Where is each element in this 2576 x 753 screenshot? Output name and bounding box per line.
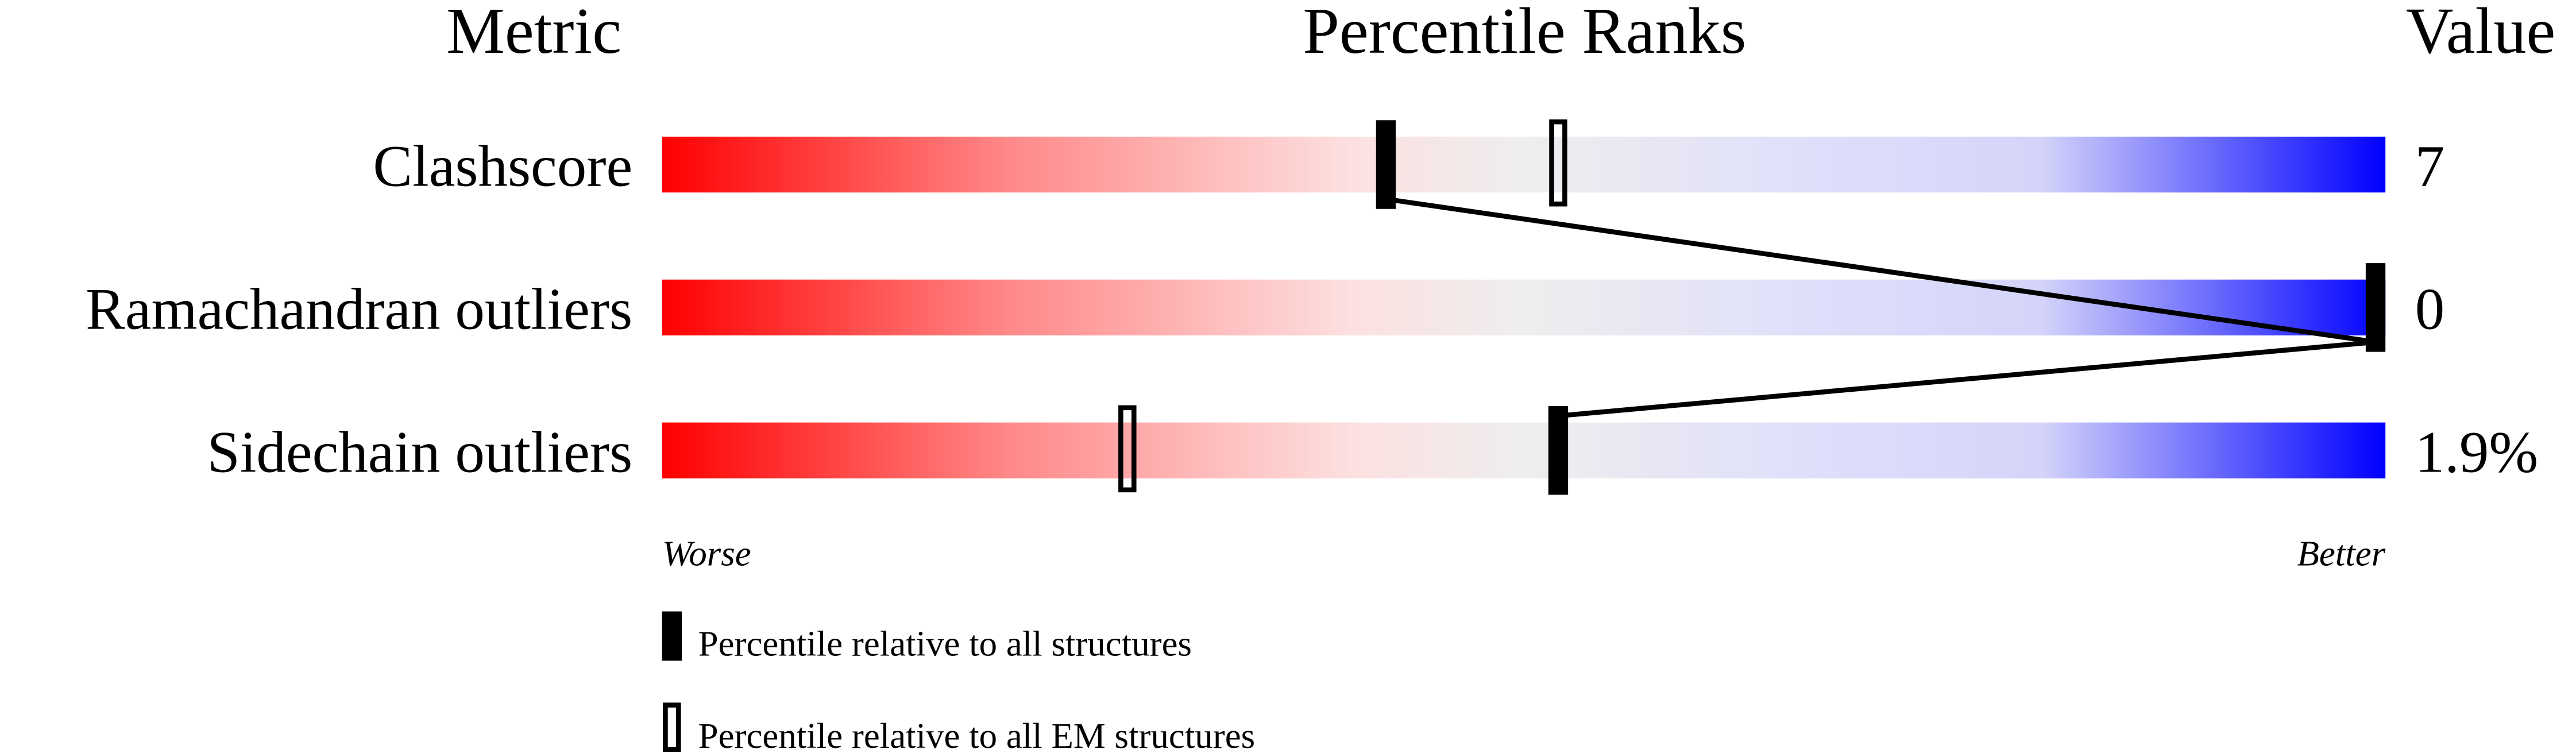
em-percentile-marker — [1118, 405, 1137, 493]
percentile-bar — [662, 422, 2386, 478]
axis-worse-label: Worse — [662, 533, 751, 573]
axis-better-label: Better — [2297, 533, 2385, 573]
connector-line — [1385, 196, 2376, 345]
header-percentile: Percentile Ranks — [1303, 0, 1746, 67]
header-value: Value — [2406, 0, 2556, 67]
metric-value: 7 — [2415, 134, 2444, 199]
all-percentile-marker — [2365, 263, 2386, 352]
metric-value: 1.9% — [2415, 419, 2539, 485]
all-percentile-marker — [1376, 120, 1396, 209]
legend-all-marker — [662, 611, 682, 661]
legend-em-marker — [663, 702, 681, 752]
metric-label: Sidechain outliers — [207, 419, 633, 485]
header-metric: Metric — [446, 0, 621, 67]
metric-value: 0 — [2415, 277, 2444, 342]
all-percentile-marker — [1548, 406, 1569, 495]
metric-label: Ramachandran outliers — [86, 277, 632, 342]
em-percentile-marker — [1549, 119, 1567, 207]
legend-em-label: Percentile relative to all EM structures — [698, 716, 1255, 753]
connector-line — [1558, 339, 2376, 419]
percentile-bar — [662, 279, 2386, 335]
legend-all-label: Percentile relative to all structures — [698, 624, 1192, 664]
metric-label: Clashscore — [373, 134, 632, 199]
percentile-bar — [662, 136, 2386, 193]
